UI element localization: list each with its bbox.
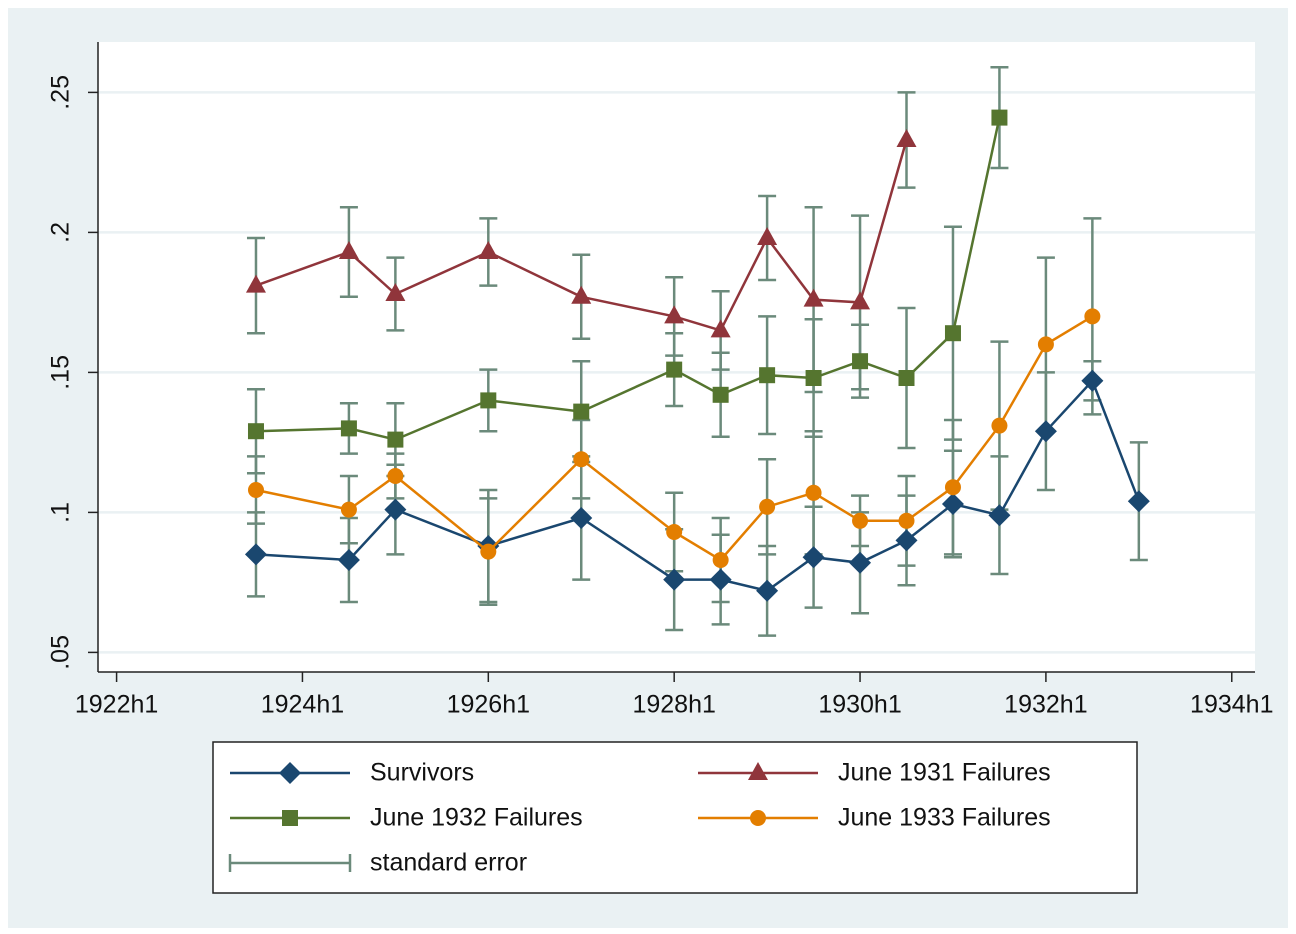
marker: [573, 451, 590, 468]
marker: [664, 305, 685, 324]
marker: [895, 529, 918, 552]
marker: [247, 482, 264, 498]
marker: [570, 507, 593, 529]
marker: [1127, 490, 1150, 513]
marker: [944, 479, 961, 496]
marker: [385, 283, 406, 301]
marker: [988, 504, 1011, 527]
x-tick-label: 1930h1: [818, 691, 901, 719]
marker: [666, 361, 683, 378]
marker: [710, 319, 731, 338]
legend-error-symbol: [228, 854, 352, 872]
marker: [759, 367, 776, 384]
series-line: [255, 378, 1141, 593]
marker: [1081, 369, 1104, 392]
plot-region: [98, 42, 1255, 672]
x-tick-label: 1928h1: [632, 691, 715, 719]
marker: [852, 512, 869, 529]
marker: [896, 129, 917, 147]
marker: [1034, 420, 1057, 443]
legend-label: Survivors: [370, 759, 474, 787]
legend-label: June 1932 Failures: [370, 804, 583, 832]
marker: [991, 109, 1008, 126]
marker: [759, 498, 776, 515]
marker: [387, 431, 404, 448]
marker: [802, 546, 825, 569]
marker: [852, 353, 869, 370]
marker: [898, 512, 915, 529]
marker: [944, 325, 961, 342]
marker: [805, 370, 822, 386]
marker: [387, 468, 404, 484]
y-tick-label: .1: [47, 502, 75, 523]
y-tick-label: .15: [47, 355, 75, 390]
marker: [803, 288, 824, 307]
legend-box: [212, 741, 1138, 894]
x-tick-label: 1934h1: [1190, 691, 1273, 719]
marker: [805, 484, 822, 501]
marker: [756, 579, 779, 602]
x-tick-label: 1922h1: [75, 691, 158, 719]
x-tick-label: 1932h1: [1004, 691, 1087, 719]
marker: [712, 386, 729, 403]
legend-marker: [748, 762, 768, 780]
legend-label: June 1931 Failures: [838, 759, 1051, 787]
marker: [757, 227, 778, 245]
marker: [850, 291, 871, 310]
marker: [480, 543, 497, 560]
marker: [991, 417, 1008, 434]
marker: [663, 568, 686, 591]
marker: [340, 501, 357, 518]
marker: [480, 392, 497, 409]
marker: [941, 493, 964, 515]
marker: [712, 552, 729, 568]
y-tick-label: .25: [47, 75, 75, 110]
marker: [849, 551, 872, 574]
marker: [247, 423, 264, 440]
y-tick-label: .05: [47, 635, 75, 670]
marker: [709, 568, 732, 591]
marker: [340, 420, 357, 437]
marker: [898, 370, 915, 386]
legend-marker: [750, 810, 766, 826]
marker: [571, 285, 592, 304]
x-tick-label: 1926h1: [447, 691, 530, 719]
marker: [573, 403, 590, 420]
legend-label: standard error: [370, 849, 527, 877]
marker: [666, 524, 683, 540]
x-tick-label: 1924h1: [261, 691, 344, 719]
legend-marker: [279, 762, 301, 784]
marker: [384, 498, 407, 521]
legend-marker: [282, 810, 298, 826]
marker: [1037, 336, 1054, 353]
legend-label: June 1933 Failures: [838, 804, 1051, 832]
marker: [338, 241, 359, 259]
marker: [478, 241, 499, 259]
y-tick-label: .2: [47, 222, 75, 243]
marker: [1084, 308, 1101, 325]
marker: [245, 274, 266, 293]
marker: [337, 549, 360, 571]
marker: [244, 543, 267, 566]
